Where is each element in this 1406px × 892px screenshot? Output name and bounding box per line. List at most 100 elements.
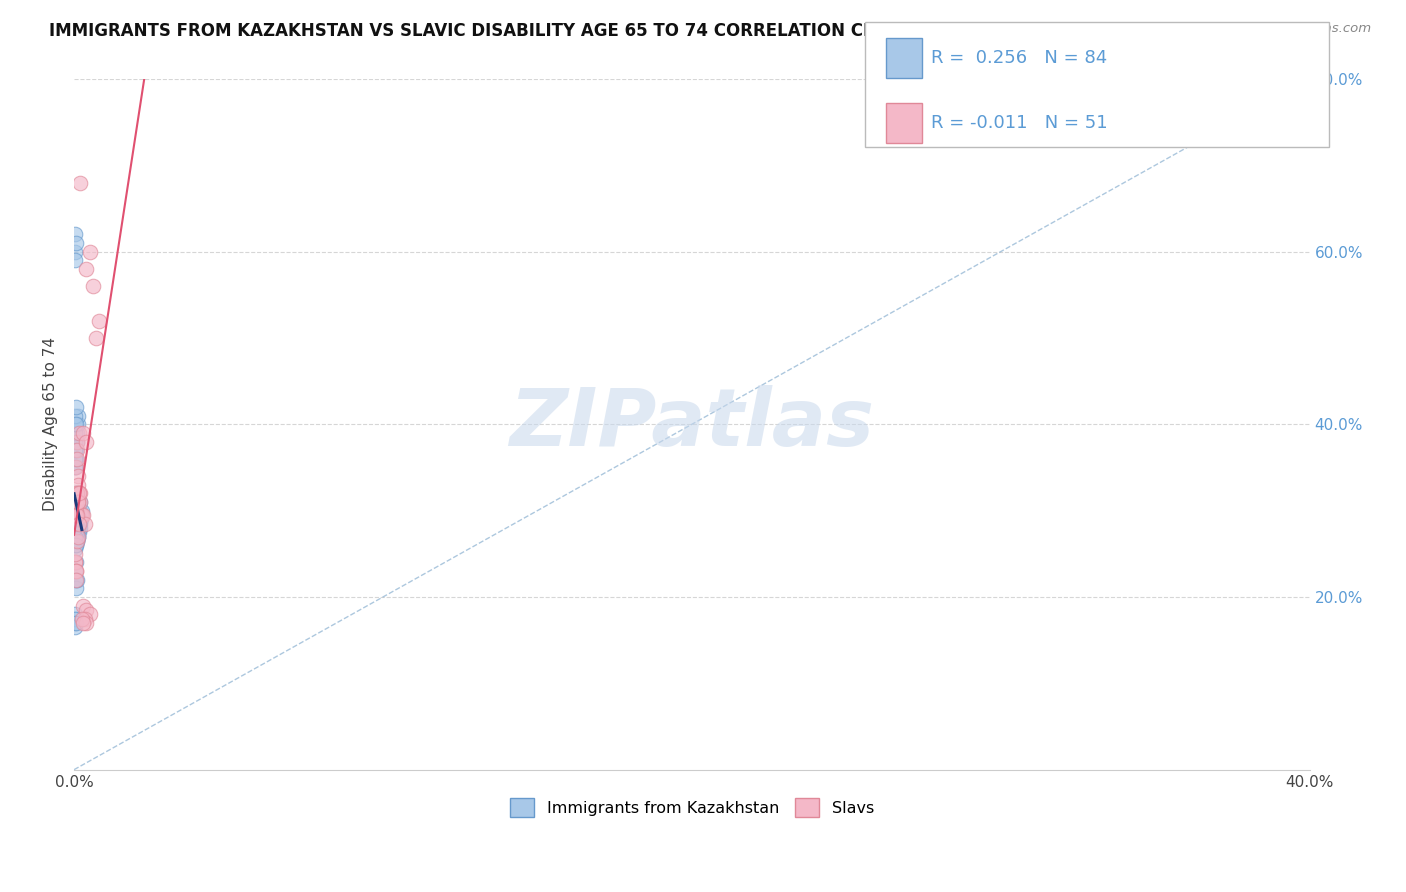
Point bbox=[65, 486, 87, 500]
Point bbox=[63, 542, 86, 557]
Point bbox=[70, 503, 93, 517]
Point bbox=[63, 486, 86, 500]
Point bbox=[67, 477, 90, 491]
Point bbox=[65, 503, 87, 517]
Point bbox=[65, 486, 87, 500]
Point bbox=[72, 425, 94, 440]
Point bbox=[65, 417, 87, 432]
Point bbox=[63, 425, 86, 440]
Point bbox=[63, 556, 86, 570]
Point bbox=[66, 495, 89, 509]
Point bbox=[67, 503, 90, 517]
Point bbox=[70, 508, 93, 522]
Point bbox=[65, 503, 87, 517]
Point bbox=[67, 409, 90, 423]
Point bbox=[73, 516, 96, 531]
Point bbox=[70, 512, 93, 526]
Text: R = -0.011   N = 51: R = -0.011 N = 51 bbox=[931, 114, 1108, 132]
Point bbox=[66, 443, 89, 458]
Point bbox=[63, 516, 86, 531]
Point bbox=[72, 615, 94, 630]
Point bbox=[65, 530, 87, 544]
Point bbox=[66, 525, 89, 540]
Point bbox=[66, 525, 89, 540]
Point bbox=[65, 512, 87, 526]
Point bbox=[67, 495, 90, 509]
Point bbox=[65, 460, 87, 475]
Point bbox=[65, 573, 87, 587]
Point bbox=[65, 443, 87, 458]
Point bbox=[66, 495, 89, 509]
Point bbox=[65, 486, 87, 500]
Point bbox=[84, 331, 107, 345]
Point bbox=[65, 564, 87, 578]
Point bbox=[75, 434, 97, 449]
Point bbox=[65, 434, 87, 449]
Point bbox=[72, 508, 94, 522]
Point bbox=[79, 607, 101, 622]
Point bbox=[69, 521, 91, 535]
Point bbox=[67, 516, 90, 531]
Point bbox=[69, 495, 91, 509]
Point bbox=[65, 508, 87, 522]
Point bbox=[65, 516, 87, 531]
Point bbox=[66, 425, 89, 440]
Point bbox=[75, 261, 97, 276]
Point bbox=[65, 512, 87, 526]
Point bbox=[66, 451, 89, 466]
Point bbox=[67, 486, 90, 500]
Text: IMMIGRANTS FROM KAZAKHSTAN VS SLAVIC DISABILITY AGE 65 TO 74 CORRELATION CHART: IMMIGRANTS FROM KAZAKHSTAN VS SLAVIC DIS… bbox=[49, 22, 914, 40]
Point bbox=[65, 235, 87, 250]
Point bbox=[65, 620, 87, 634]
Point bbox=[67, 486, 90, 500]
Point bbox=[67, 521, 90, 535]
Point bbox=[63, 244, 86, 259]
Point bbox=[70, 611, 93, 625]
Point bbox=[65, 615, 87, 630]
Point bbox=[65, 533, 87, 548]
Point bbox=[65, 508, 87, 522]
Point bbox=[65, 538, 87, 552]
Point bbox=[87, 314, 110, 328]
Point bbox=[67, 521, 90, 535]
Point bbox=[63, 615, 86, 630]
Point bbox=[65, 508, 87, 522]
Point bbox=[79, 244, 101, 259]
Point bbox=[65, 451, 87, 466]
Point bbox=[67, 530, 90, 544]
Point bbox=[65, 521, 87, 535]
Point bbox=[66, 530, 89, 544]
Point bbox=[63, 508, 86, 522]
Point bbox=[65, 607, 87, 622]
Point bbox=[66, 533, 89, 548]
Point bbox=[65, 530, 87, 544]
Point bbox=[70, 508, 93, 522]
Point bbox=[65, 547, 87, 561]
Point bbox=[65, 495, 87, 509]
Point bbox=[66, 469, 89, 483]
Point bbox=[65, 253, 87, 268]
Point bbox=[65, 521, 87, 535]
Point bbox=[70, 508, 93, 522]
Point bbox=[63, 611, 86, 625]
Point bbox=[65, 573, 87, 587]
Point bbox=[65, 495, 87, 509]
Text: R =  0.256   N = 84: R = 0.256 N = 84 bbox=[931, 49, 1107, 67]
Point bbox=[69, 516, 91, 531]
Point bbox=[63, 417, 86, 432]
Point bbox=[66, 530, 89, 544]
Y-axis label: Disability Age 65 to 74: Disability Age 65 to 74 bbox=[44, 337, 58, 511]
Point bbox=[66, 512, 89, 526]
Point bbox=[73, 611, 96, 625]
Point bbox=[63, 573, 86, 587]
Point bbox=[66, 530, 89, 544]
Point bbox=[69, 503, 91, 517]
Point bbox=[65, 503, 87, 517]
Point bbox=[65, 573, 87, 587]
Point bbox=[65, 538, 87, 552]
Point bbox=[66, 434, 89, 449]
Point bbox=[82, 279, 104, 293]
Point bbox=[65, 521, 87, 535]
Point bbox=[63, 533, 86, 548]
Point bbox=[65, 400, 87, 414]
